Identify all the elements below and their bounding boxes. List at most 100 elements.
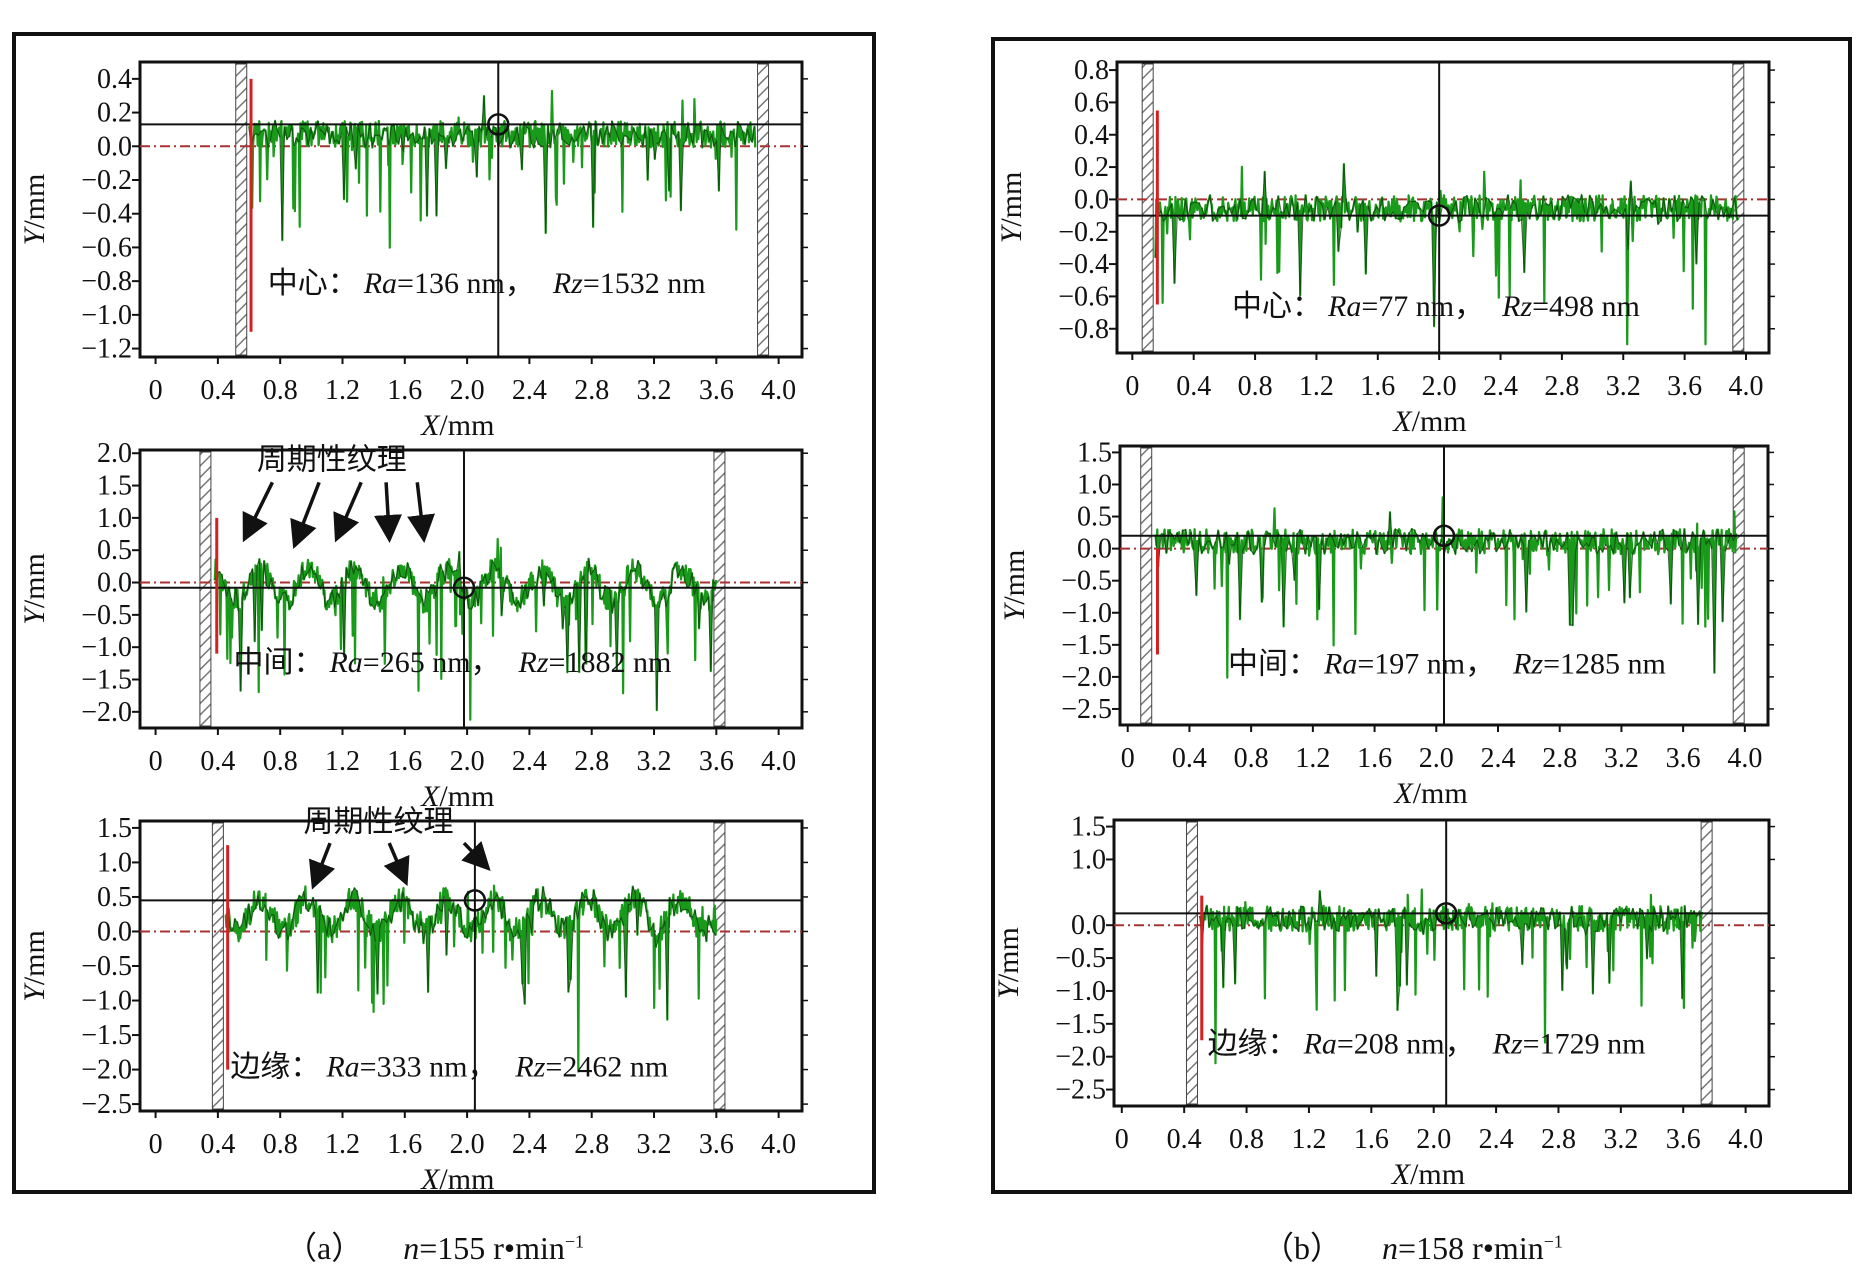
y-tick-label: −2.5	[1055, 1075, 1106, 1106]
y-tick-label: 0.8	[1074, 55, 1109, 86]
x-tick-label: 1.2	[325, 375, 360, 406]
x-tick-label: 1.6	[1360, 371, 1395, 402]
texture-arrow-icon	[383, 842, 410, 887]
x-tick-label: 0	[1121, 743, 1135, 774]
x-tick-label: 0.8	[1234, 743, 1269, 774]
y-tick-label: −0.8	[1058, 314, 1109, 345]
profile-trace	[213, 537, 718, 721]
x-tick-label: 0.8	[1229, 1124, 1264, 1155]
x-tick-label: 1.2	[1291, 1124, 1326, 1155]
y-tick-label: −1.0	[81, 300, 132, 331]
cursor-marker-icon	[463, 889, 487, 912]
x-tick-label: 2.4	[1481, 743, 1516, 774]
y-tick-label: −0.4	[81, 199, 132, 230]
x-tick-label: 3.2	[1606, 371, 1641, 402]
profile-trace	[1154, 496, 1738, 679]
x-tick-label: 4.0	[761, 1129, 796, 1160]
left-boundary-hatch	[1141, 63, 1154, 352]
x-tick-label: 2.8	[574, 375, 609, 406]
x-tick-label: 1.2	[325, 1129, 360, 1160]
texture-arrow-icon	[290, 481, 321, 549]
y-tick-label: 0.0	[1071, 910, 1106, 941]
x-tick-label: 2.4	[512, 746, 547, 777]
roughness-annotation: 边缘： Ra=333 nm， Rz=2462 nm	[230, 1050, 668, 1083]
x-axis-title: X/mm	[420, 409, 494, 442]
periodic-texture-label: 周期性纹理	[257, 443, 407, 476]
x-tick-label: 0.8	[263, 746, 298, 777]
left-boundary-hatch	[199, 451, 212, 727]
right-boundary-hatch	[757, 63, 770, 356]
x-tick-label: 4.0	[1727, 743, 1762, 774]
x-tick-label: 3.2	[637, 1129, 672, 1160]
x-tick-label: 2.8	[1542, 743, 1577, 774]
y-tick-label: 0.5	[97, 535, 132, 566]
x-axis-title: X/mm	[1392, 405, 1466, 438]
x-tick-label: 2.4	[512, 375, 547, 406]
profile-chart-a-center: 0.40.20.0−0.2−0.4−0.6−0.8−1.0−1.20 0.4 0.8…	[18, 60, 808, 442]
caption-b: （b） n=158 r•min−1	[1262, 1223, 1563, 1269]
y-axis-title: Y/mm	[992, 927, 1025, 999]
x-tick-label: 0	[149, 746, 163, 777]
y-tick-label: 0.2	[97, 98, 132, 129]
cursor-marker-icon	[1427, 204, 1451, 227]
x-tick-label: 1.2	[325, 746, 360, 777]
cursor-marker-icon	[1434, 902, 1458, 925]
y-tick-label: −0.6	[81, 232, 132, 263]
texture-arrow-icon	[407, 482, 435, 543]
y-tick-label: 1.0	[1071, 844, 1106, 875]
left-boundary-hatch	[211, 822, 224, 1110]
y-tick-label: −1.0	[1061, 598, 1112, 629]
caption-b-text: =158 r•min	[1398, 1230, 1544, 1266]
y-tick-label: 1.0	[97, 847, 132, 878]
texture-arrow-icon	[333, 481, 363, 543]
x-tick-label: 2.0	[450, 375, 485, 406]
y-tick-label: −0.6	[1058, 281, 1109, 312]
y-tick-label: −0.5	[81, 951, 132, 982]
caption-a-label: （a）	[285, 1230, 364, 1266]
y-tick-label: −0.2	[81, 165, 132, 196]
y-tick-label: −2.0	[81, 697, 132, 728]
x-tick-label: 3.6	[1666, 1124, 1701, 1155]
left-boundary-hatch	[235, 63, 248, 356]
x-tick-label: 0.4	[1172, 743, 1207, 774]
y-tick-label: 0.6	[1074, 87, 1109, 118]
y-tick-label: 1.5	[97, 813, 132, 844]
roughness-annotation: 中心： Ra=77 nm， Rz=498 nm	[1232, 290, 1640, 323]
caption-b-label: （b）	[1262, 1230, 1343, 1266]
x-tick-label: 2.8	[574, 1129, 609, 1160]
y-tick-label: −2.5	[1061, 694, 1112, 725]
y-axis-title: Y/mm	[18, 553, 51, 625]
x-tick-label: 0.8	[263, 1129, 298, 1160]
x-tick-label: 3.6	[1666, 743, 1701, 774]
plot-area-frame	[1112, 818, 1771, 1108]
x-tick-label: 3.6	[699, 746, 734, 777]
x-tick-label: 0.8	[1238, 371, 1273, 402]
y-tick-label: −2.0	[81, 1055, 132, 1086]
x-tick-label: 1.2	[1299, 371, 1334, 402]
x-tick-label: 0.4	[1167, 1124, 1202, 1155]
y-tick-label: −1.5	[1055, 1009, 1106, 1040]
caption-a-text: =155 r•min	[419, 1230, 565, 1266]
texture-arrow-icon	[374, 482, 402, 543]
x-tick-label: 0	[1115, 1124, 1129, 1155]
profile-trace	[224, 884, 718, 1073]
x-tick-label: 0.4	[200, 746, 235, 777]
profile-trace-shadow	[248, 96, 756, 241]
y-tick-label: −2.0	[1061, 662, 1112, 693]
profile-chart-b-edge: 1.51.0 0.0−0.5−1.0−1.5−2.0−2.5 0 0.4 0.8 1.2 1…	[992, 812, 1775, 1191]
y-tick-label: 0.4	[97, 64, 132, 95]
texture-arrow-icon	[309, 842, 336, 890]
x-tick-label: 2.0	[450, 746, 485, 777]
x-tick-label: 4.0	[1728, 1124, 1763, 1155]
x-tick-label: 0	[149, 375, 163, 406]
x-tick-label: 1.2	[1295, 743, 1330, 774]
x-axis-title: X/mm	[1393, 777, 1467, 810]
y-tick-label: −1.0	[81, 632, 132, 663]
y-tick-label: 0.0	[1074, 184, 1109, 215]
y-tick-label: −0.2	[1058, 217, 1109, 248]
y-tick-label: −2.5	[81, 1089, 132, 1120]
x-tick-label: 2.8	[1541, 1124, 1576, 1155]
x-tick-label: 0.8	[263, 375, 298, 406]
x-axis-title: X/mm	[1391, 1158, 1465, 1191]
x-tick-label: 3.2	[637, 375, 672, 406]
